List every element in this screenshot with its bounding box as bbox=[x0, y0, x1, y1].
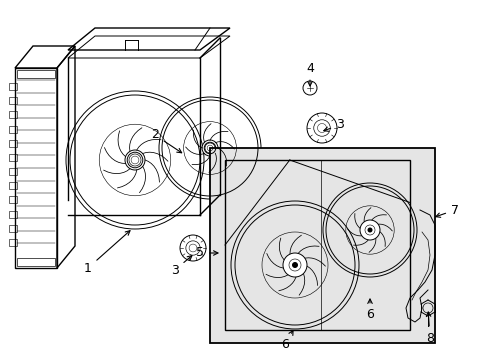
Text: 7: 7 bbox=[435, 203, 458, 217]
Bar bbox=[9, 111, 17, 118]
Bar bbox=[224, 160, 409, 330]
Bar bbox=[9, 239, 17, 246]
Bar bbox=[209, 148, 434, 343]
Circle shape bbox=[202, 140, 218, 156]
Bar bbox=[15, 68, 57, 268]
Circle shape bbox=[306, 113, 336, 143]
Text: 8: 8 bbox=[425, 312, 433, 345]
Bar bbox=[9, 196, 17, 203]
Circle shape bbox=[367, 228, 372, 233]
Text: 3: 3 bbox=[171, 256, 192, 276]
Circle shape bbox=[283, 253, 306, 277]
Text: 6: 6 bbox=[281, 330, 292, 351]
Bar bbox=[17, 258, 55, 266]
Circle shape bbox=[125, 150, 145, 170]
Text: 1: 1 bbox=[84, 231, 130, 274]
Bar bbox=[17, 70, 55, 78]
Bar bbox=[9, 168, 17, 175]
Text: 5: 5 bbox=[196, 247, 218, 260]
Bar bbox=[9, 225, 17, 232]
Bar bbox=[9, 140, 17, 147]
Text: 2: 2 bbox=[151, 129, 181, 153]
Bar bbox=[9, 126, 17, 132]
Bar bbox=[9, 154, 17, 161]
Bar bbox=[9, 182, 17, 189]
Text: 4: 4 bbox=[305, 62, 313, 86]
Bar bbox=[9, 211, 17, 217]
Circle shape bbox=[359, 220, 379, 240]
Circle shape bbox=[291, 262, 297, 268]
Circle shape bbox=[180, 235, 205, 261]
Text: 3: 3 bbox=[323, 118, 343, 131]
Bar bbox=[9, 97, 17, 104]
Bar bbox=[9, 83, 17, 90]
Text: 6: 6 bbox=[366, 299, 373, 321]
